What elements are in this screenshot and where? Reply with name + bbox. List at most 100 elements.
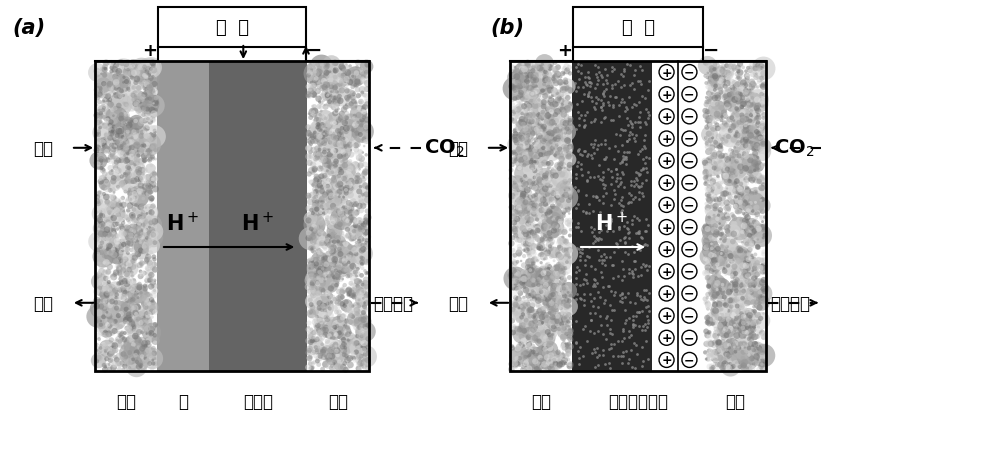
Point [304, 113, 320, 120]
Point [339, 308, 355, 315]
Point [569, 264, 585, 271]
Point [608, 166, 624, 173]
Point [743, 63, 759, 70]
Point [729, 285, 745, 293]
Point [728, 290, 744, 298]
Point [116, 280, 132, 287]
Point [515, 190, 531, 197]
Point [539, 191, 555, 198]
Point [754, 175, 770, 182]
Point [537, 99, 553, 106]
Point [104, 107, 120, 114]
Point [342, 329, 358, 336]
Point [727, 181, 743, 189]
Point [547, 224, 563, 231]
Point [524, 181, 540, 188]
Point [117, 111, 133, 118]
Point [328, 340, 344, 347]
Point [300, 93, 316, 101]
Point [334, 110, 350, 118]
Point [109, 306, 125, 313]
Point [505, 272, 521, 279]
Point [540, 180, 556, 187]
Point [559, 187, 575, 194]
Point [532, 60, 548, 67]
Point [303, 338, 319, 345]
Point [710, 280, 726, 287]
Point [527, 282, 543, 290]
Point [570, 147, 586, 154]
Point [532, 289, 548, 296]
Point [506, 226, 522, 233]
Point [568, 170, 584, 178]
Point [719, 322, 735, 329]
Point [331, 117, 347, 124]
Point [708, 169, 724, 176]
Point [718, 138, 734, 146]
Point [586, 345, 602, 352]
Point [114, 122, 130, 129]
Point [587, 116, 603, 124]
Point [313, 190, 329, 197]
Point [123, 160, 139, 167]
Point [134, 320, 150, 327]
Point [142, 188, 158, 195]
Point [116, 283, 132, 290]
Point [639, 169, 655, 176]
Point [726, 89, 742, 97]
Point [743, 193, 759, 200]
Point [559, 146, 575, 153]
Point [339, 179, 355, 186]
Point [349, 333, 365, 340]
Point [613, 197, 629, 204]
Point [114, 150, 130, 157]
Point [511, 187, 527, 194]
Point [144, 172, 160, 179]
Point [556, 148, 572, 156]
Point [603, 341, 619, 348]
Point [705, 142, 721, 149]
Point [738, 259, 754, 267]
Point [536, 179, 552, 186]
Point [540, 161, 556, 168]
Point [560, 207, 576, 214]
Point [137, 184, 153, 191]
Point [100, 321, 116, 328]
Point [626, 87, 642, 94]
Point [316, 316, 332, 323]
Point [312, 252, 328, 259]
Point [316, 251, 332, 258]
Point [745, 124, 761, 132]
Point [96, 307, 112, 314]
Point [111, 112, 127, 119]
Point [145, 60, 161, 67]
Point [94, 247, 110, 254]
Point [307, 337, 323, 344]
Point [736, 161, 752, 169]
Point [516, 193, 532, 200]
Point [703, 240, 719, 248]
Point [135, 313, 151, 321]
Point [602, 325, 618, 332]
Point [594, 274, 610, 281]
Point [109, 337, 125, 344]
Point [714, 144, 730, 152]
Point [707, 332, 723, 339]
Point [745, 101, 761, 109]
Point [335, 73, 351, 80]
Point [740, 312, 756, 319]
Point [715, 366, 731, 373]
Point [621, 333, 637, 341]
Point [126, 147, 142, 154]
Point [328, 108, 344, 115]
Point [503, 264, 519, 272]
Point [146, 293, 162, 300]
Point [701, 131, 717, 138]
Point [523, 120, 539, 127]
Point [635, 296, 651, 304]
Point [327, 134, 343, 141]
Point [621, 229, 637, 236]
Point [531, 92, 547, 100]
Point [714, 344, 730, 351]
Point [701, 216, 717, 223]
